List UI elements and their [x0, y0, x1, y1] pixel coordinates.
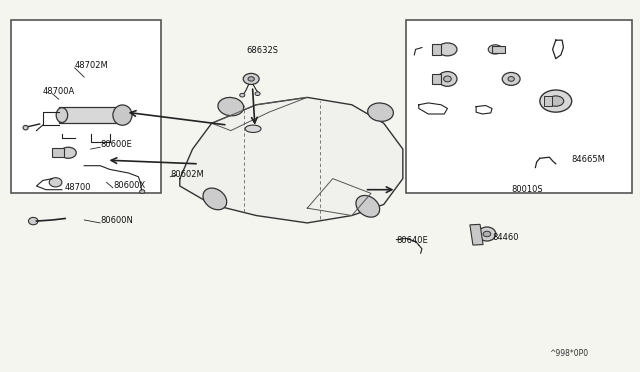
- Ellipse shape: [438, 43, 457, 56]
- Text: 48700A: 48700A: [43, 87, 75, 96]
- Ellipse shape: [444, 76, 451, 82]
- Ellipse shape: [368, 103, 394, 121]
- Ellipse shape: [248, 77, 254, 81]
- Ellipse shape: [548, 96, 564, 106]
- Bar: [431, 74, 441, 84]
- Ellipse shape: [438, 71, 457, 86]
- Ellipse shape: [488, 45, 502, 54]
- Ellipse shape: [508, 77, 515, 81]
- Text: 80640E: 80640E: [396, 236, 428, 245]
- Ellipse shape: [49, 178, 62, 187]
- Bar: [59, 107, 122, 123]
- Ellipse shape: [245, 125, 261, 132]
- Text: 68632S: 68632S: [246, 46, 278, 55]
- Bar: [431, 44, 441, 55]
- Ellipse shape: [540, 90, 572, 112]
- Ellipse shape: [60, 147, 76, 158]
- Text: 80600N: 80600N: [100, 216, 133, 225]
- Ellipse shape: [113, 105, 132, 125]
- Bar: [52, 148, 64, 157]
- Ellipse shape: [240, 93, 245, 97]
- Text: 80600E: 80600E: [100, 140, 132, 149]
- Text: 84460: 84460: [492, 232, 518, 241]
- Bar: [544, 96, 552, 106]
- Ellipse shape: [243, 73, 259, 84]
- Ellipse shape: [255, 92, 260, 96]
- Ellipse shape: [356, 195, 380, 217]
- Text: 48702M: 48702M: [75, 61, 108, 70]
- Bar: [406, 20, 632, 193]
- Ellipse shape: [140, 190, 145, 193]
- Ellipse shape: [502, 73, 520, 86]
- Ellipse shape: [23, 125, 28, 130]
- Bar: [11, 20, 161, 193]
- Text: 80600X: 80600X: [113, 181, 145, 190]
- Ellipse shape: [483, 231, 491, 237]
- Text: ^998*0P0: ^998*0P0: [549, 349, 589, 358]
- Ellipse shape: [28, 217, 38, 225]
- Ellipse shape: [218, 97, 244, 116]
- Ellipse shape: [56, 108, 68, 122]
- Ellipse shape: [478, 227, 496, 241]
- Text: 80010S: 80010S: [511, 185, 543, 193]
- Bar: [492, 46, 505, 53]
- Polygon shape: [180, 97, 403, 223]
- Text: 48700: 48700: [65, 183, 92, 192]
- Bar: [470, 224, 483, 245]
- Text: 80602M: 80602M: [170, 170, 204, 179]
- Text: 84665M: 84665M: [572, 155, 605, 164]
- Ellipse shape: [203, 188, 227, 210]
